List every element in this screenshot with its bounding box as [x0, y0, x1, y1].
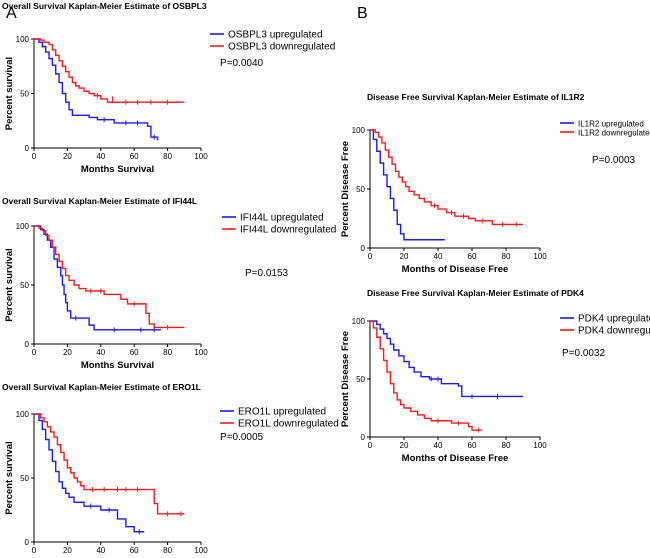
- x-tick-label: 20: [63, 348, 72, 357]
- x-tick-label: 20: [63, 152, 72, 161]
- survival-curve-upregulated: [34, 413, 145, 533]
- x-tick-label: 100: [194, 152, 208, 161]
- legend-label: IL1R2 downregulated: [578, 129, 650, 138]
- legend-label: OSBPL3 upregulated: [228, 30, 323, 41]
- x-tick-label: 60: [130, 152, 139, 161]
- y-tick-label: 0: [25, 144, 30, 153]
- x-tick-label: 80: [163, 546, 172, 555]
- y-tick-label: 0: [361, 244, 366, 253]
- p-value: P=0.0003: [592, 155, 636, 166]
- survival-curve-downregulated: [34, 225, 185, 329]
- chart-osbpl3: Overall Survival Kaplan-Meier Estimate o…: [2, 1, 335, 175]
- x-tick-label: 80: [502, 441, 511, 450]
- x-axis-label: Months of Disease Free: [402, 453, 509, 464]
- x-tick-label: 80: [502, 252, 511, 261]
- y-tick-label: 50: [20, 281, 29, 290]
- x-tick-label: 0: [32, 348, 37, 357]
- x-tick-label: 40: [434, 441, 443, 450]
- survival-curve-upregulated: [370, 320, 523, 398]
- legend-label: ERO1L upregulated: [238, 407, 326, 418]
- x-tick-label: 0: [32, 152, 37, 161]
- x-tick-label: 40: [96, 152, 105, 161]
- legend-label: PDK4 upregulated: [578, 314, 650, 325]
- x-axis-label: Months of Disease Free: [402, 264, 509, 275]
- chart-ero1l: Overall Survival Kaplan-Meier Estimate o…: [2, 382, 339, 555]
- x-tick-label: 40: [96, 546, 105, 555]
- x-tick-label: 0: [32, 546, 37, 555]
- x-axis-label: Months Survival: [81, 360, 154, 371]
- x-tick-label: 60: [130, 546, 139, 555]
- legend-label: ERO1L downregulated: [238, 419, 339, 430]
- x-tick-label: 100: [194, 546, 208, 555]
- x-axis-label: Months Survival: [81, 164, 154, 175]
- y-axis-label: Percent survival: [4, 248, 15, 321]
- survival-curve-downregulated: [34, 38, 185, 103]
- y-tick-label: 100: [16, 35, 30, 44]
- x-tick-label: 0: [368, 252, 373, 261]
- legend-label: IFI44L upregulated: [240, 213, 324, 224]
- y-tick-label: 100: [16, 410, 30, 419]
- x-tick-label: 20: [400, 441, 409, 450]
- x-tick-label: 40: [434, 252, 443, 261]
- p-value: P=0.0032: [562, 348, 606, 359]
- x-tick-label: 100: [194, 348, 208, 357]
- chart-title: Overall Survival Kaplan-Meier Estimate o…: [2, 382, 201, 392]
- p-value: P=0.0040: [220, 58, 264, 69]
- panel-a-label: A: [6, 5, 17, 22]
- x-tick-label: 100: [533, 441, 547, 450]
- y-tick-label: 50: [20, 474, 29, 483]
- legend-label: IFI44L downregulated: [240, 225, 336, 236]
- x-tick-label: 60: [468, 252, 477, 261]
- x-tick-label: 80: [163, 152, 172, 161]
- x-tick-label: 20: [63, 546, 72, 555]
- y-tick-label: 50: [356, 185, 365, 194]
- y-tick-label: 100: [352, 126, 366, 135]
- y-tick-label: 100: [352, 317, 366, 326]
- x-tick-label: 80: [163, 348, 172, 357]
- legend-label: IL1R2 upregulated: [578, 120, 644, 129]
- survival-curve-downregulated: [370, 129, 523, 226]
- y-axis-label: Percent Disease Free: [340, 141, 351, 237]
- x-tick-label: 0: [368, 441, 373, 450]
- y-axis-label: Percent survival: [4, 57, 15, 130]
- chart-title: Disease Free Survival Kaplan-Meier Estim…: [367, 288, 584, 298]
- panel-b-label: B: [357, 5, 368, 22]
- y-tick-label: 0: [361, 433, 366, 442]
- y-tick-label: 100: [16, 222, 30, 231]
- y-axis-label: Percent Disease Free: [340, 331, 351, 427]
- x-tick-label: 100: [533, 252, 547, 261]
- y-tick-label: 50: [20, 90, 29, 99]
- chart-il1r2: Disease Free Survival Kaplan-Meier Estim…: [340, 92, 650, 275]
- chart-title: Overall Survival Kaplan-Meier Estimate o…: [2, 196, 197, 206]
- p-value: P=0.0153: [245, 268, 289, 279]
- chart-title: Overall Survival Kaplan-Meier Estimate o…: [2, 1, 207, 11]
- chart-ifi44l: Overall Survival Kaplan-Meier Estimate o…: [2, 196, 336, 371]
- chart-pdk4: Disease Free Survival Kaplan-Meier Estim…: [340, 288, 650, 464]
- p-value: P=0.0005: [220, 432, 264, 443]
- x-tick-label: 60: [130, 348, 139, 357]
- legend-label: PDK4 downregulated: [578, 326, 650, 337]
- survival-curve-upregulated: [34, 38, 159, 141]
- chart-title: Disease Free Survival Kaplan-Meier Estim…: [367, 92, 585, 102]
- legend-label: OSBPL3 downregulated: [228, 42, 335, 53]
- survival-curve-downregulated: [34, 413, 185, 515]
- survival-curve-upregulated: [34, 225, 161, 331]
- x-tick-label: 20: [400, 252, 409, 261]
- survival-curve-downregulated: [370, 320, 483, 431]
- x-tick-label: 60: [468, 441, 477, 450]
- x-tick-label: 40: [96, 348, 105, 357]
- y-tick-label: 50: [356, 375, 365, 384]
- y-axis-label: Percent survival: [4, 441, 15, 514]
- y-tick-label: 0: [25, 538, 30, 547]
- y-tick-label: 0: [25, 340, 30, 349]
- survival-curve-upregulated: [370, 129, 445, 241]
